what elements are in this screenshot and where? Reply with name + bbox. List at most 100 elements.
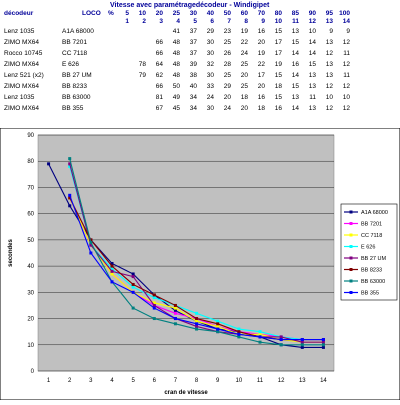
series-lines <box>47 157 325 349</box>
y-axis-label: secondes <box>8 239 14 267</box>
data-point <box>258 340 262 344</box>
value-cell: 41 <box>172 28 180 35</box>
y-tick-label: 0 <box>31 369 35 375</box>
speed-header-cell: 50 <box>223 10 231 17</box>
speed-header-cell: 30 <box>189 10 197 17</box>
value-cell: 12 <box>342 105 350 112</box>
value-cell: 9 <box>329 28 333 35</box>
value-cell: 20 <box>240 105 248 112</box>
legend-marker <box>349 268 353 271</box>
data-point <box>89 251 93 255</box>
value-cell: 17 <box>274 50 282 57</box>
y-tick-labels: 0 10 20 30 40 50 60 70 80 90 <box>27 133 34 375</box>
value-cell: 14 <box>291 72 299 79</box>
speed-header-cell: 90 <box>308 10 316 17</box>
value-cell: 45 <box>172 105 180 112</box>
legend-label: CC 7118 <box>361 233 382 239</box>
y-tick-label: 40 <box>27 264 34 270</box>
value-cell: 40 <box>189 83 197 90</box>
legend: A1A 68000 BB 7201 CC 7118 E 626 BB 27 UM BB 8… <box>344 210 388 297</box>
data-point <box>110 272 114 276</box>
legend-marker <box>349 222 353 225</box>
step-header-cell: 6 <box>210 18 214 25</box>
data-point <box>89 241 93 245</box>
value-cell: 12 <box>325 50 333 57</box>
value-cell: 25 <box>223 72 231 79</box>
speed-header-cell: 10 <box>138 10 146 17</box>
data-point <box>195 311 199 315</box>
legend-entry: BB 8233 <box>344 268 382 274</box>
data-point <box>68 196 72 200</box>
speed-header-cell: 5 <box>125 10 129 17</box>
speed-header-cell: 60 <box>240 10 248 17</box>
value-cell: 16 <box>291 61 299 68</box>
value-cell: 25 <box>240 61 248 68</box>
x-tick-label: 3 <box>89 378 93 384</box>
step-header-cell: 4 <box>176 18 180 25</box>
data-point <box>152 303 156 307</box>
value-cell: 16 <box>257 94 265 101</box>
value-cell: 14 <box>308 39 316 46</box>
data-point <box>131 282 135 286</box>
value-cell: 13 <box>325 39 333 46</box>
loco-cell: BB 63000 <box>62 94 91 101</box>
value-cell: 67 <box>155 105 163 112</box>
data-point <box>173 303 177 307</box>
value-cell: 30 <box>206 50 214 57</box>
value-cell: 38 <box>189 72 197 79</box>
value-cell: 29 <box>206 28 214 35</box>
data-point <box>195 327 199 331</box>
step-header-cell: 14 <box>342 18 350 25</box>
x-tick-label: 14 <box>320 378 327 384</box>
data-point <box>300 345 304 349</box>
value-cell: 22 <box>257 61 265 68</box>
data-point <box>216 327 220 331</box>
legend-entry: BB 63000 <box>344 279 385 285</box>
x-tick-labels: 1 2 3 4 5 6 7 8 9 10 11 12 13 14 <box>47 378 328 384</box>
data-point <box>68 164 72 168</box>
value-cell: 49 <box>172 94 180 101</box>
data-point <box>173 311 177 315</box>
value-cell: 79 <box>138 72 146 79</box>
y-tick-label: 80 <box>27 159 34 165</box>
value-cell: 19 <box>240 28 248 35</box>
value-cell: 15 <box>274 28 282 35</box>
value-cell: 23 <box>223 28 231 35</box>
value-cell: 64 <box>155 61 163 68</box>
value-cell: 14 <box>291 50 299 57</box>
data-point <box>89 243 93 247</box>
y-tick-label: 30 <box>27 290 34 296</box>
value-cell: 13 <box>291 28 299 35</box>
value-cell: 13 <box>308 72 316 79</box>
data-point <box>279 343 283 347</box>
value-cell: 9 <box>346 28 350 35</box>
data-point <box>173 317 177 321</box>
data-point <box>68 204 72 208</box>
value-cell: 48 <box>172 39 180 46</box>
data-point <box>321 338 325 342</box>
x-tick-label: 7 <box>174 378 178 384</box>
loco-cell: BB 27 UM <box>62 72 92 79</box>
loco-cell: A1A 68000 <box>62 28 94 35</box>
data-point <box>131 275 135 279</box>
value-cell: 17 <box>257 72 265 79</box>
decoder-cell: Lenz 1035 <box>4 28 35 35</box>
step-header-cell: 1 <box>125 18 129 25</box>
value-cell: 20 <box>257 83 265 90</box>
data-point <box>237 335 241 339</box>
value-cell: 12 <box>342 39 350 46</box>
value-cell: 48 <box>172 50 180 57</box>
data-point <box>195 317 199 321</box>
data-point <box>47 162 51 166</box>
decoder-cell: Lenz 1035 <box>4 94 35 101</box>
data-point <box>110 267 114 271</box>
legend-label: BB 27 UM <box>361 256 386 262</box>
step-header-cell: 3 <box>159 18 163 25</box>
value-cell: 15 <box>291 83 299 90</box>
data-point <box>110 261 114 265</box>
speed-header-cell: 85 <box>291 10 299 17</box>
y-tick-label: 60 <box>27 212 34 218</box>
step-header-cell: 5 <box>193 18 197 25</box>
chart-panel: 0 10 20 30 40 50 60 70 80 90 1 2 3 4 5 6 7 8 9 10 11 12 13 14 … <box>0 127 400 401</box>
data-point <box>216 319 220 323</box>
